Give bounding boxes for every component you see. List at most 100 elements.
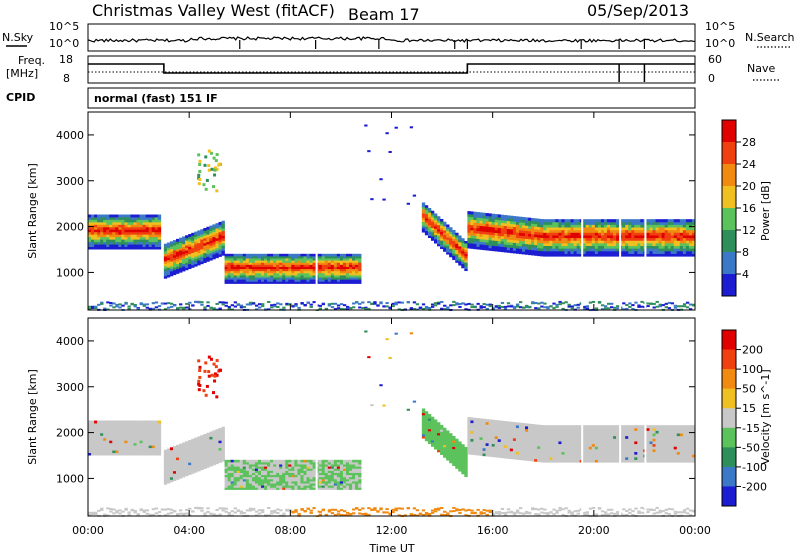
velocity-cell bbox=[206, 459, 210, 463]
velocity-cell bbox=[440, 450, 444, 453]
velocity-cell bbox=[437, 507, 441, 510]
velocity-cell bbox=[455, 451, 459, 454]
power-cell bbox=[312, 258, 316, 261]
velocity-cell bbox=[485, 424, 489, 428]
velocity-cell bbox=[254, 487, 259, 490]
power-cell bbox=[576, 242, 580, 247]
velocity-cell bbox=[148, 442, 153, 446]
velocity-cell bbox=[179, 446, 183, 450]
velocity-cell bbox=[130, 420, 134, 424]
velocity-cell bbox=[182, 469, 186, 473]
power-cell bbox=[646, 250, 650, 254]
power-cell bbox=[512, 234, 517, 238]
velocity-cell bbox=[103, 432, 107, 436]
power-cell bbox=[409, 308, 414, 311]
velocity-cell bbox=[333, 480, 338, 484]
power-cell bbox=[260, 258, 265, 261]
power-cell bbox=[476, 220, 480, 224]
power-cell bbox=[531, 231, 535, 235]
power-cell bbox=[588, 232, 593, 236]
velocity-cell bbox=[509, 424, 514, 428]
power-cell bbox=[333, 253, 338, 257]
power-cell bbox=[634, 219, 638, 223]
velocity-cell bbox=[245, 461, 250, 465]
power-cell bbox=[494, 305, 499, 308]
power-cell bbox=[115, 246, 119, 250]
power-cell bbox=[342, 268, 347, 272]
velocity-cell bbox=[139, 440, 143, 444]
velocity-cell bbox=[224, 466, 228, 469]
power-cell bbox=[610, 245, 614, 249]
power-cell bbox=[591, 240, 596, 244]
power-cell bbox=[561, 235, 565, 239]
velocity-cell bbox=[176, 447, 180, 451]
power-cell bbox=[154, 216, 159, 220]
power-cell bbox=[497, 227, 502, 231]
velocity-cell bbox=[394, 509, 398, 512]
velocity-cell bbox=[427, 420, 432, 423]
power-cell bbox=[245, 268, 250, 272]
power-cell bbox=[376, 304, 380, 307]
velocity-cell bbox=[467, 432, 471, 437]
power-cell bbox=[109, 231, 113, 235]
velocity-cell bbox=[109, 430, 113, 434]
velocity-cell bbox=[194, 459, 198, 463]
velocity-cell bbox=[458, 460, 462, 464]
power-cell bbox=[582, 227, 587, 231]
power-cell bbox=[649, 219, 653, 223]
power-cell bbox=[603, 307, 608, 310]
power-cell bbox=[467, 226, 471, 231]
velocity-cell bbox=[118, 450, 122, 454]
power-cell bbox=[649, 302, 653, 305]
power-cell bbox=[112, 221, 116, 225]
velocity-cell bbox=[218, 440, 222, 444]
power-cell bbox=[100, 301, 104, 304]
power-cell bbox=[540, 234, 544, 238]
power-cell bbox=[339, 266, 344, 270]
power-cell bbox=[182, 258, 186, 262]
velocity-cell bbox=[324, 514, 329, 517]
velocity-cell bbox=[200, 442, 204, 446]
power-cell bbox=[576, 245, 580, 249]
power-cell bbox=[509, 231, 514, 235]
velocity-cell bbox=[136, 425, 140, 429]
velocity-cell bbox=[112, 512, 116, 515]
power-cell bbox=[549, 232, 553, 236]
velocity-cell bbox=[172, 448, 177, 452]
power-cell bbox=[570, 248, 574, 252]
velocity-cell bbox=[242, 464, 247, 467]
velocity-cell bbox=[352, 464, 356, 467]
velocity-cell bbox=[449, 456, 453, 460]
power-cell bbox=[528, 233, 532, 237]
power-cell bbox=[355, 258, 359, 261]
velocity-cell bbox=[233, 476, 238, 480]
power-cell bbox=[518, 224, 523, 228]
velocity-cell bbox=[485, 442, 489, 446]
power-cell bbox=[142, 224, 146, 228]
velocity-cell bbox=[163, 462, 168, 465]
power-cell bbox=[688, 303, 693, 306]
power-cell bbox=[421, 229, 426, 233]
velocity-cell bbox=[91, 442, 95, 446]
power-cell bbox=[257, 268, 262, 272]
power-cell bbox=[488, 237, 492, 241]
power-cell bbox=[188, 263, 192, 267]
velocity-cell bbox=[342, 466, 347, 469]
power-cell bbox=[546, 229, 550, 233]
power-cell bbox=[194, 243, 198, 247]
velocity-cell bbox=[421, 435, 426, 439]
power-cell bbox=[109, 234, 113, 238]
velocity-cell bbox=[157, 427, 162, 431]
power-cell bbox=[531, 228, 535, 232]
power-cell bbox=[336, 279, 341, 282]
power-cell bbox=[646, 253, 650, 257]
power-cell bbox=[446, 226, 450, 230]
velocity-cell bbox=[209, 512, 213, 515]
velocity-cell bbox=[336, 487, 341, 490]
power-cell bbox=[655, 240, 659, 244]
power-cell bbox=[691, 229, 696, 233]
power-cell bbox=[182, 248, 186, 252]
power-cell bbox=[564, 235, 568, 239]
velocity-cell bbox=[443, 446, 447, 450]
power-cell bbox=[661, 253, 665, 257]
